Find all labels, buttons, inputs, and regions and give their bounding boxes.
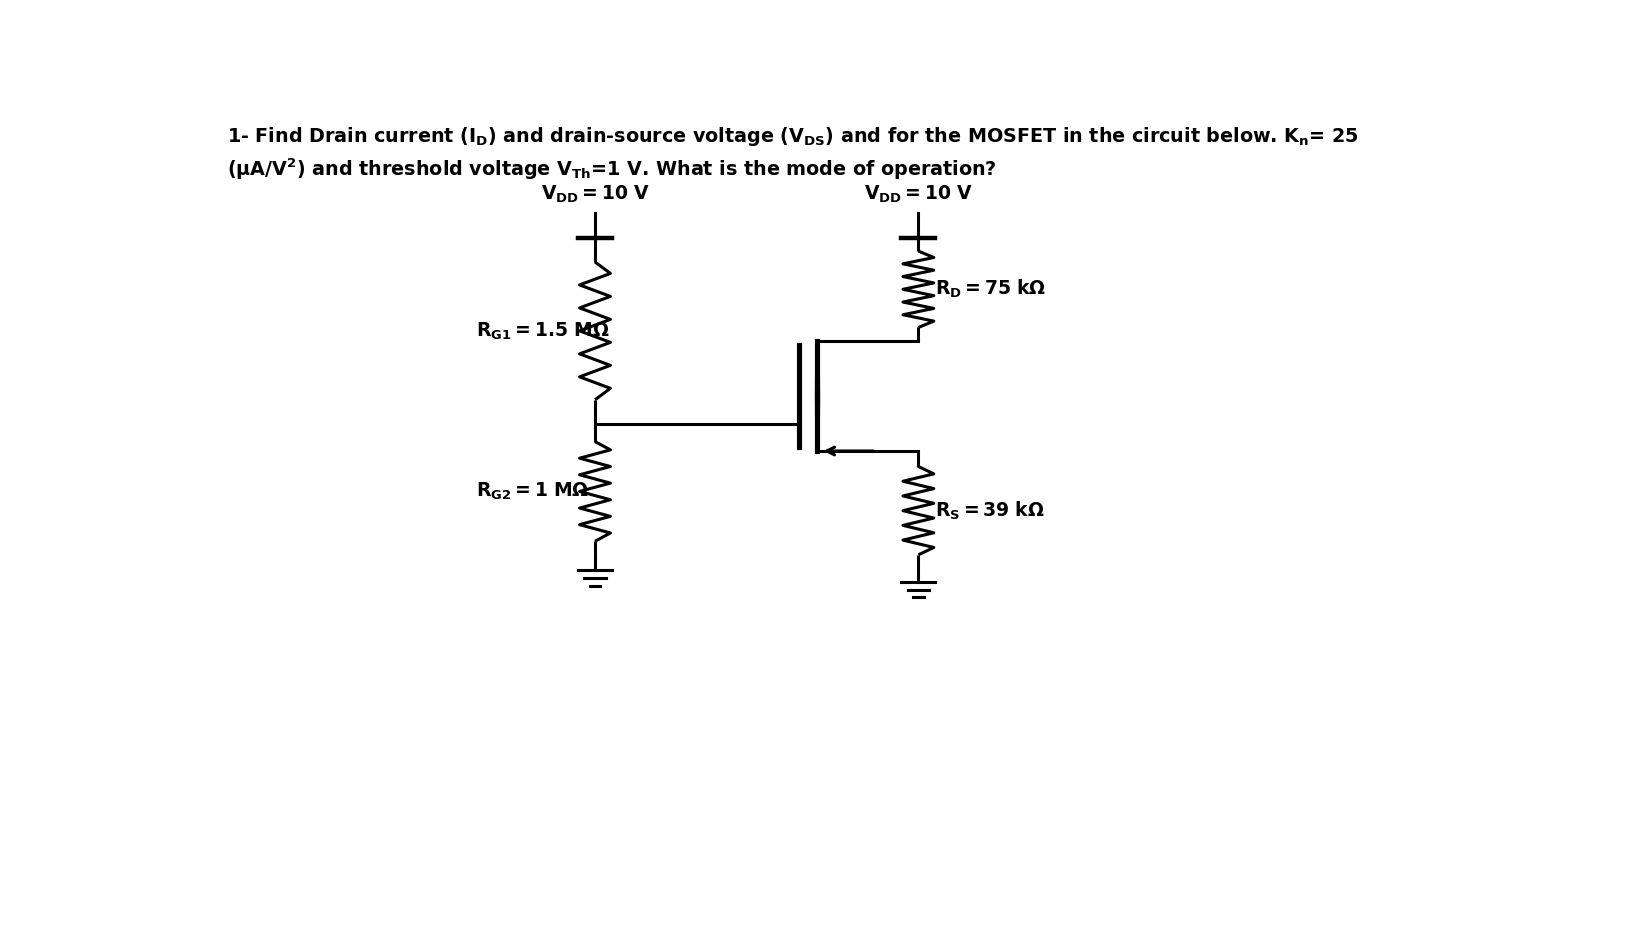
Text: ($\mathbf{\mu}$A/V$^\mathbf{2}$) and threshold voltage V$_\mathbf{Th}$=1 V. What: ($\mathbf{\mu}$A/V$^\mathbf{2}$) and thr… (227, 156, 996, 181)
Text: $\mathbf{R_{G2}=1\ M\Omega}$: $\mathbf{R_{G2}=1\ M\Omega}$ (476, 481, 590, 502)
Text: $\mathbf{R_D=75\ k\Omega}$: $\mathbf{R_D=75\ k\Omega}$ (935, 278, 1046, 300)
Text: $\mathbf{V_{DD}=10\ V}$: $\mathbf{V_{DD}=10\ V}$ (865, 184, 973, 206)
Text: $\mathbf{R_{G1}=1.5\ M\Omega}$: $\mathbf{R_{G1}=1.5\ M\Omega}$ (476, 320, 609, 341)
Text: $\mathbf{V_{DD}=10\ V}$: $\mathbf{V_{DD}=10\ V}$ (540, 184, 649, 206)
Text: $\mathbf{R_S=39\ k\Omega}$: $\mathbf{R_S=39\ k\Omega}$ (935, 499, 1044, 522)
Text: 1- Find Drain current (I$_\mathbf{D}$) and drain-source voltage (V$_\mathbf{DS}$: 1- Find Drain current (I$_\mathbf{D}$) a… (227, 125, 1359, 149)
